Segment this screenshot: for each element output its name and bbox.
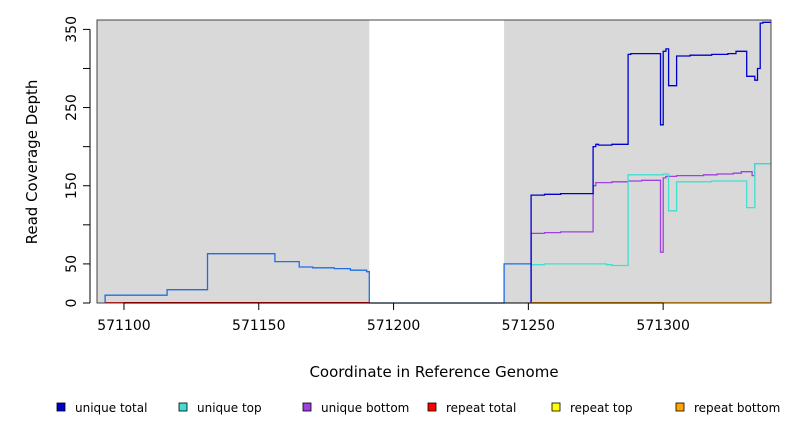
shaded-region-0 bbox=[97, 20, 370, 303]
x-tick-label: 571300 bbox=[636, 318, 689, 334]
y-axis: 0 50 150 250 350 bbox=[64, 16, 91, 308]
legend-swatch bbox=[56, 402, 66, 412]
x-axis: 571100 571150 571200 571250 571300 bbox=[97, 302, 690, 334]
y-tick-label: 50 bbox=[64, 255, 80, 273]
shaded-region-1 bbox=[504, 20, 771, 303]
legend-item-repeat-total: repeat total bbox=[427, 401, 516, 415]
series-unique-top bbox=[530, 163, 771, 303]
legend-swatch bbox=[551, 402, 561, 412]
legend-item-repeat-bottom: repeat bottom bbox=[675, 401, 780, 415]
legend-label: unique total bbox=[75, 401, 147, 415]
series-combined-total bbox=[104, 253, 532, 304]
legend-label: repeat total bbox=[446, 401, 516, 415]
y-tick-label: 0 bbox=[64, 299, 80, 308]
legend: unique total unique top unique bottom repea… bbox=[56, 401, 780, 415]
legend-item-unique-total: unique total bbox=[56, 401, 147, 415]
x-axis-label: Coordinate in Reference Genome bbox=[309, 363, 558, 381]
x-tick-label: 571200 bbox=[367, 318, 420, 334]
x-tick-label: 571250 bbox=[502, 318, 555, 334]
x-tick-label: 571100 bbox=[97, 318, 150, 334]
legend-swatch bbox=[302, 402, 312, 412]
legend-label: repeat top bbox=[570, 401, 633, 415]
y-tick-label: 150 bbox=[64, 172, 80, 199]
y-axis-label: Read Coverage Depth bbox=[23, 80, 41, 245]
legend-item-unique-bottom: unique bottom bbox=[302, 401, 409, 415]
legend-swatch bbox=[427, 402, 437, 412]
legend-swatch bbox=[675, 402, 685, 412]
legend-item-repeat-top: repeat top bbox=[551, 401, 633, 415]
series-unique-bottom bbox=[530, 163, 771, 303]
legend-swatch bbox=[178, 402, 188, 412]
y-tick-label: 250 bbox=[64, 94, 80, 121]
legend-label: unique top bbox=[197, 401, 262, 415]
y-tick-label: 350 bbox=[64, 16, 80, 43]
legend-label: unique bottom bbox=[321, 401, 409, 415]
legend-item-unique-top: unique top bbox=[178, 401, 262, 415]
x-tick-label: 571150 bbox=[232, 318, 285, 334]
series-unique-total bbox=[530, 21, 771, 303]
shaded-regions bbox=[97, 20, 771, 303]
legend-label: repeat bottom bbox=[694, 401, 780, 415]
